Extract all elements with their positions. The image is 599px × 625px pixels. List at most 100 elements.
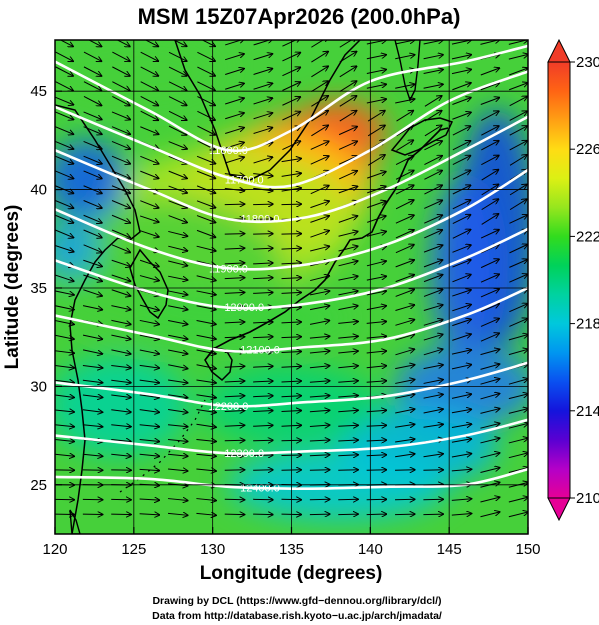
wind-arrow (338, 276, 358, 281)
wind-arrow (309, 366, 330, 368)
wind-arrow (309, 395, 330, 396)
wind-arrow (395, 156, 414, 165)
wind-arrow (168, 81, 187, 91)
wind-arrow (423, 409, 444, 414)
wind-arrow (55, 290, 75, 295)
wind-arrow (480, 83, 500, 91)
wind-arrow (423, 84, 444, 89)
wind-arrow (55, 380, 75, 382)
colorbar-tick-label: 214 (576, 403, 599, 420)
wind-arrow (452, 245, 471, 253)
wind-arrow (139, 365, 160, 368)
wind-arrow (480, 512, 499, 518)
wind-arrow (509, 304, 527, 313)
wind-arrow (144, 40, 159, 46)
wind-arrow (452, 156, 471, 166)
wind-arrow (451, 350, 472, 355)
wind-arrow (338, 321, 358, 323)
wind-arrow (480, 379, 500, 385)
wind-arrow (480, 349, 500, 356)
wind-arrow (311, 81, 328, 92)
wind-arrow (451, 439, 472, 443)
contour-label: 12000.0 (224, 302, 264, 314)
wind-arrow (139, 439, 160, 441)
wind-arrow (253, 410, 273, 411)
x-tick-label: 120 (42, 541, 67, 558)
wind-arrow (83, 289, 102, 296)
contour-line (55, 361, 528, 408)
wind-arrow (139, 514, 160, 515)
wind-arrow (224, 322, 245, 323)
wind-arrow (55, 351, 75, 353)
wind-arrow (338, 440, 358, 441)
wind-arrow (83, 140, 102, 149)
wind-arrow (451, 469, 472, 471)
credit-drawing: Drawing by DCL (https://www.gfd−dennou.o… (152, 595, 441, 607)
wind-arrow (140, 170, 159, 178)
y-tick-label: 35 (30, 280, 47, 297)
wind-arrow (480, 230, 499, 239)
wind-arrow (253, 278, 273, 279)
wind-arrow (451, 454, 472, 458)
wind-arrow (111, 395, 131, 397)
wind-arrow (452, 229, 471, 239)
wind-arrow (168, 170, 188, 178)
x-axis: 120 125 130 135 140 145 150 (42, 527, 541, 558)
wind-arrow (508, 54, 528, 60)
wind-arrow (59, 40, 74, 46)
wind-arrow (55, 410, 75, 412)
wind-arrow (424, 215, 442, 224)
wind-arrow (338, 366, 358, 368)
wind-arrow (452, 215, 471, 224)
wind-arrow (396, 110, 414, 122)
wind-arrow (338, 455, 358, 456)
wind-arrow (140, 81, 159, 91)
wind-arrow (83, 155, 102, 164)
y-tick-label: 30 (30, 378, 47, 395)
height-contours: 11600.0 11700.0 11800.0 11900.0 12000.0 12100… (55, 44, 528, 495)
wind-arrow (309, 455, 330, 456)
wind-arrow (112, 51, 130, 61)
wind-arrow (172, 40, 187, 47)
wind-arrow (224, 292, 245, 293)
wind-arrow (338, 216, 358, 223)
wind-arrow (253, 292, 273, 293)
credit-data: Data from http://database.rish.kyoto−u.a… (152, 610, 442, 622)
wind-arrow (395, 200, 414, 210)
wind-arrow (310, 216, 329, 223)
wind-arrow (509, 199, 527, 211)
wind-arrow (55, 319, 75, 324)
wind-arrow (480, 364, 500, 370)
wind-arrow (55, 200, 73, 208)
wind-arrow (168, 319, 188, 324)
y-axis-label: Latitude (degrees) (2, 205, 23, 370)
wind-arrow (168, 66, 187, 76)
wind-arrow (480, 244, 499, 254)
wind-arrow (167, 469, 188, 471)
contour-line (55, 286, 528, 353)
wind-arrow (481, 141, 499, 151)
wind-arrow (55, 170, 73, 179)
wind-arrow (225, 69, 244, 75)
wind-arrow (82, 365, 103, 367)
colorbar-tick-label: 210 (576, 490, 599, 507)
y-axis: 25 30 35 40 45 (30, 83, 62, 494)
wind-arrow (423, 454, 444, 457)
wind-arrow (452, 98, 471, 105)
wind-arrow (253, 128, 273, 134)
wind-arrow (55, 140, 73, 149)
wind-arrow (451, 424, 472, 428)
wind-arrow (395, 394, 415, 399)
wind-arrow (168, 215, 188, 223)
wind-arrow (83, 95, 102, 105)
colorbar: 210 214 218 222 226 230 (547, 38, 599, 522)
wind-arrow (309, 320, 330, 325)
contour-line (55, 227, 528, 310)
wind-arrow (224, 278, 245, 279)
wind-arrow (55, 425, 75, 427)
x-tick-label: 150 (515, 541, 540, 558)
wind-arrow (423, 245, 443, 253)
wind-arrow (309, 336, 330, 338)
wind-arrow (83, 66, 102, 76)
